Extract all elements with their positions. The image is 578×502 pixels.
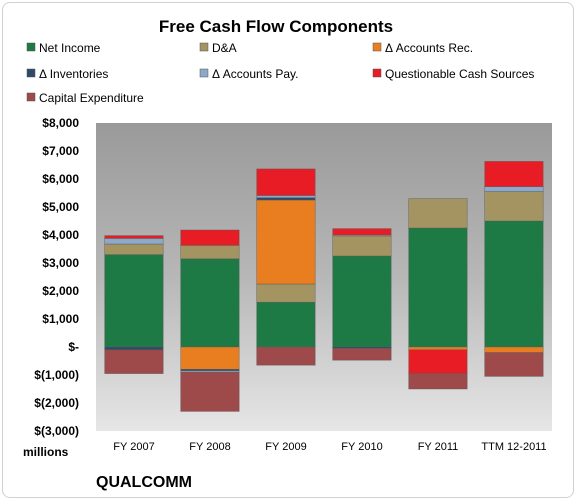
bar-net-income-fy-2009 bbox=[256, 301, 316, 348]
bar-d-a-ttm-12-2011 bbox=[484, 191, 544, 222]
bar-net-income-fy-2010 bbox=[332, 255, 392, 348]
y-tick-label: $4,000 bbox=[42, 228, 79, 242]
y-tick-label: $5,000 bbox=[42, 200, 79, 214]
legend-swatch-accounts-rec bbox=[372, 42, 382, 52]
y-tick-label: $(1,000) bbox=[34, 368, 79, 382]
bar-accounts-rec-ttm-12-2011 bbox=[484, 346, 544, 353]
chart-title: Free Cash Flow Components bbox=[159, 17, 393, 36]
y-tick-label: $7,000 bbox=[42, 144, 79, 158]
bar-inventories-fy-2009 bbox=[256, 197, 316, 201]
y-tick-label: $(3,000) bbox=[34, 424, 79, 438]
bar-capital-expenditure-fy-2010 bbox=[332, 348, 392, 361]
bar-capital-expenditure-fy-2009 bbox=[256, 346, 316, 366]
legend-label-accounts-rec: Δ Accounts Rec. bbox=[385, 41, 473, 55]
bar-questionable-cash-sources-fy-2010 bbox=[332, 228, 392, 236]
y-tick-label: $6,000 bbox=[42, 172, 79, 186]
bar-questionable-cash-sources-ttm-12-2011 bbox=[484, 161, 544, 187]
bar-accounts-rec-fy-2008 bbox=[180, 346, 240, 370]
company-name: QUALCOMM bbox=[96, 474, 192, 491]
bar-capital-expenditure-fy-2011 bbox=[408, 373, 468, 390]
bar-inventories-fy-2007 bbox=[104, 346, 164, 351]
y-tick-label: $(2,000) bbox=[34, 396, 79, 410]
bars bbox=[104, 161, 544, 412]
bar-d-a-fy-2007 bbox=[104, 243, 164, 255]
y-axis: $8,000 $7,000 $6,000 $5,000 $4,000 $3,000 $2,0… bbox=[34, 116, 79, 438]
x-tick-label: FY 2011 bbox=[418, 441, 459, 453]
bar-net-income-ttm-12-2011 bbox=[484, 220, 544, 348]
legend: Net Income D&A Δ Accounts Rec. Δ Inventorie… bbox=[26, 41, 534, 105]
y-axis-unit-label: millions bbox=[23, 445, 69, 459]
bar-questionable-cash-sources-fy-2011 bbox=[408, 349, 468, 374]
legend-label-accounts-pay: Δ Accounts Pay. bbox=[212, 67, 299, 81]
bar-net-income-fy-2011 bbox=[408, 227, 468, 348]
legend-swatch-questionable-cash-sources bbox=[372, 68, 382, 78]
bar-capital-expenditure-ttm-12-2011 bbox=[484, 352, 544, 377]
chart-frame: Free Cash Flow Components Net Income D&A Δ… bbox=[2, 2, 574, 498]
bar-capital-expenditure-fy-2008 bbox=[180, 371, 240, 412]
y-tick-label: $1,000 bbox=[42, 312, 79, 326]
legend-swatch-net-income bbox=[26, 42, 36, 52]
y-tick-label: $8,000 bbox=[42, 116, 79, 130]
y-tick-label: $2,000 bbox=[42, 284, 79, 298]
x-tick-label: TTM 12-2011 bbox=[481, 441, 546, 453]
bar-capital-expenditure-fy-2007 bbox=[104, 349, 164, 374]
bar-d-a-fy-2010 bbox=[332, 235, 392, 257]
legend-label-d-a: D&A bbox=[212, 41, 237, 55]
bar-accounts-pay-ttm-12-2011 bbox=[484, 186, 544, 192]
legend-swatch-accounts-pay bbox=[199, 68, 209, 78]
legend-label-capital-expenditure: Capital Expenditure bbox=[39, 91, 144, 105]
bar-accounts-pay-fy-2009 bbox=[256, 195, 316, 199]
legend-swatch-inventories bbox=[26, 68, 36, 78]
plot-area bbox=[96, 123, 552, 431]
legend-label-questionable-cash-sources: Questionable Cash Sources bbox=[385, 67, 534, 81]
bar-questionable-cash-sources-fy-2008 bbox=[180, 229, 240, 246]
bar-questionable-cash-sources-fy-2009 bbox=[256, 168, 316, 196]
bar-net-income-fy-2008 bbox=[180, 258, 240, 348]
bar-accounts-rec-fy-2009 bbox=[256, 199, 316, 285]
legend-swatch-d-a bbox=[199, 42, 209, 52]
x-tick-label: FY 2008 bbox=[189, 441, 230, 453]
legend-swatch-capital-expenditure bbox=[26, 92, 36, 102]
chart-svg: Free Cash Flow Components Net Income D&A Δ… bbox=[23, 17, 552, 491]
x-axis: FY 2007 FY 2008 FY 2009 FY 2010 FY 2011 TTM 1… bbox=[113, 441, 546, 453]
bar-d-a-fy-2008 bbox=[180, 245, 240, 260]
bar-accounts-rec-fy-2011 bbox=[408, 346, 468, 351]
y-tick-label: $3,000 bbox=[42, 256, 79, 270]
x-tick-label: FY 2010 bbox=[341, 441, 382, 453]
x-tick-label: FY 2009 bbox=[265, 441, 306, 453]
bar-accounts-pay-fy-2007 bbox=[104, 238, 164, 245]
legend-label-inventories: Δ Inventories bbox=[39, 67, 108, 81]
legend-label-net-income: Net Income bbox=[39, 41, 101, 55]
bar-d-a-fy-2011 bbox=[408, 198, 468, 229]
bar-net-income-fy-2007 bbox=[104, 254, 164, 348]
y-tick-label: $- bbox=[68, 340, 79, 354]
bar-questionable-cash-sources-fy-2007 bbox=[104, 235, 164, 239]
bar-d-a-fy-2009 bbox=[256, 283, 316, 303]
x-tick-label: FY 2007 bbox=[113, 441, 154, 453]
